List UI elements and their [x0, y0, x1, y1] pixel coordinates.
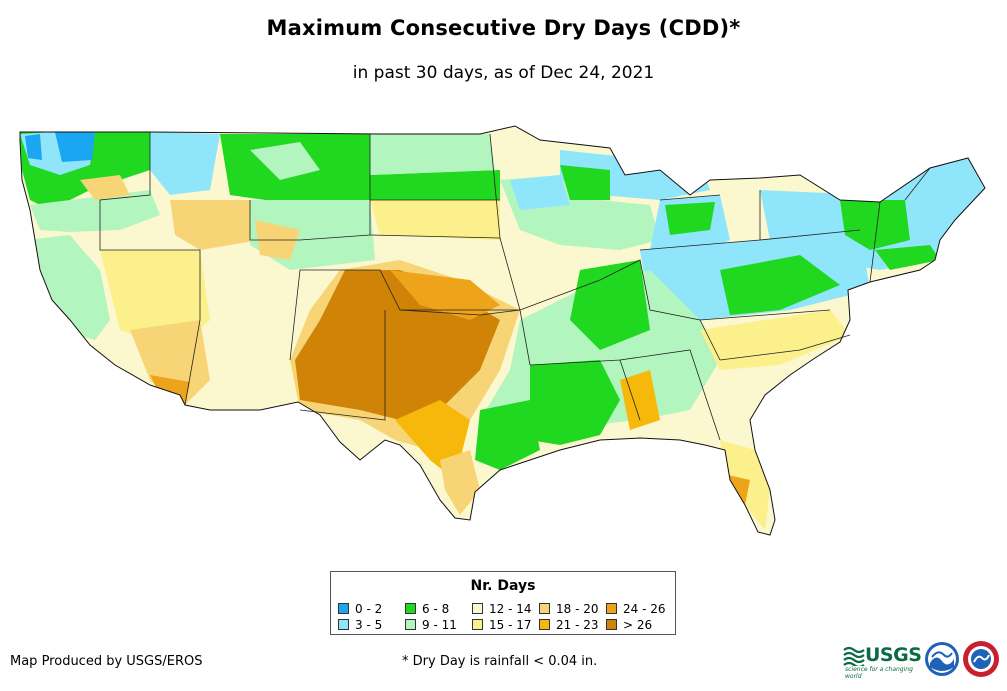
region-6-8-wisconsin [560, 165, 610, 200]
usgs-wordmark: USGS [865, 644, 922, 666]
region-15-17-carolinas [700, 310, 850, 370]
cdd-map [19, 125, 986, 536]
legend-item-0-2: 0 - 2 [338, 601, 382, 616]
region-0-2-cascades [55, 132, 95, 162]
legend: Nr. Days 0 - 2 3 - 5 6 - 8 9 - 11 12 - 1… [330, 571, 676, 635]
legend-swatch [405, 603, 416, 614]
legend-label: 6 - 8 [422, 601, 450, 616]
legend-item-12-14: 12 - 14 [472, 601, 532, 616]
region-6-8-east-texas [475, 400, 540, 470]
legend-label: 21 - 23 [556, 617, 599, 632]
region-6-8-lower-mississippi [530, 360, 620, 445]
map-title: Maximum Consecutive Dry Days (CDD)* [266, 16, 741, 40]
legend-label: 3 - 5 [355, 617, 383, 632]
legend-label: 12 - 14 [489, 601, 532, 616]
legend-grid: 0 - 2 3 - 5 6 - 8 9 - 11 12 - 14 15 - 17… [338, 601, 673, 633]
legend-item-18-20: 18 - 20 [539, 601, 599, 616]
legend-item-24-26: 24 - 26 [606, 601, 666, 616]
map-subtitle: in past 30 days, as of Dec 24, 2021 [352, 63, 655, 83]
region-3-5-n-minnesota [510, 175, 570, 210]
region-6-8-appalachia [720, 255, 840, 315]
region-6-8-new-york [840, 200, 910, 250]
legend-label: 18 - 20 [556, 601, 599, 616]
legend-swatch [338, 619, 349, 630]
region-24-26-kansas [390, 270, 500, 320]
legend-title: Nr. Days [470, 578, 536, 594]
legend-swatch [606, 603, 617, 614]
legend-label: 15 - 17 [489, 617, 532, 632]
legend-label: 24 - 26 [623, 601, 666, 616]
legend-swatch [539, 603, 550, 614]
region-9-11-north-dakota [370, 134, 495, 175]
region-3-5-n-idaho [150, 132, 220, 195]
legend-label: > 26 [623, 617, 653, 632]
state-boundaries [99, 132, 931, 441]
legend-item-6-8: 6 - 8 [405, 601, 449, 616]
legend-swatch [539, 619, 550, 630]
region-9-11-c-montana [250, 142, 320, 180]
region-6-8-s-new-england [875, 245, 940, 270]
region-0-2-olympic [25, 134, 42, 160]
region-18-20-e-oregon [80, 175, 130, 200]
usgs-logo-icon: USGS science for a changing world [843, 644, 922, 680]
region-18-20-s-idaho [170, 200, 260, 250]
noaa-logo-icon [925, 642, 959, 676]
nws-logo-icon [963, 641, 999, 677]
country-outline [19, 125, 986, 536]
dry-day-note: * Dry Day is rainfall < 0.04 in. [402, 654, 598, 669]
legend-item-gt26: > 26 [606, 617, 652, 632]
legend-item-15-17: 15 - 17 [472, 617, 532, 632]
legend-swatch [472, 619, 483, 630]
region-15-17-south-dakota [370, 200, 500, 240]
legend-swatch [405, 619, 416, 630]
legend-swatch [472, 603, 483, 614]
usgs-wave-icon [843, 646, 865, 666]
region-6-8-dakotas [370, 170, 500, 205]
region-9-11-california [25, 235, 110, 340]
legend-item-3-5: 3 - 5 [338, 617, 382, 632]
legend-swatch [606, 619, 617, 630]
region-6-8-michigan-interior [665, 202, 715, 235]
legend-label: 9 - 11 [422, 617, 457, 632]
region-24-26-sw-florida [728, 475, 750, 505]
legend-item-9-11: 9 - 11 [405, 617, 457, 632]
region-18-20-arizona [130, 320, 210, 410]
credit-text: Map Produced by USGS/EROS [10, 654, 203, 669]
usgs-tagline: science for a changing world [845, 666, 913, 680]
legend-item-21-23: 21 - 23 [539, 617, 599, 632]
region-21-23-alabama [620, 370, 660, 430]
region-18-20-texas-coast [440, 450, 480, 515]
agency-logos: USGS science for a changing world [840, 636, 1000, 680]
region-9-11-oregon [30, 190, 160, 232]
legend-swatch [338, 603, 349, 614]
legend-label: 0 - 2 [355, 601, 383, 616]
region-6-8-mid-mississippi [570, 260, 650, 350]
